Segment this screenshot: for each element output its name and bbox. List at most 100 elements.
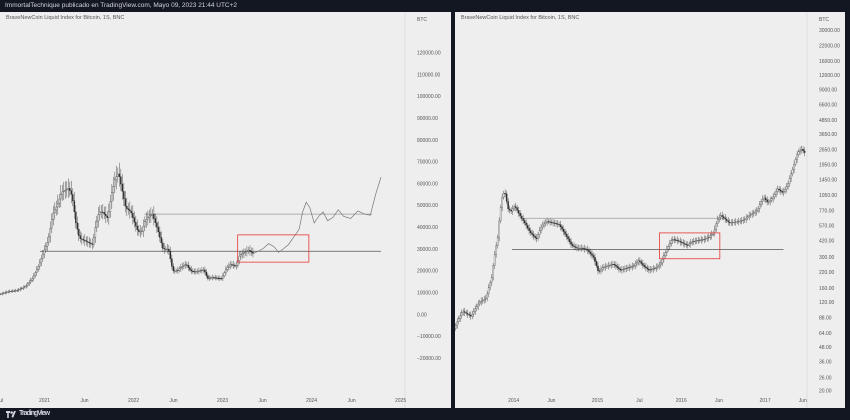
candle [63,190,65,193]
candle [752,212,755,214]
candle [778,188,780,191]
candle [688,243,691,246]
candle [715,223,717,230]
candle [217,277,220,279]
y-tick-label: 770.00 [819,208,835,214]
candle [192,270,194,272]
candle [758,204,761,209]
candle [534,235,536,238]
candle [724,217,726,220]
candle [55,206,58,211]
candle [198,270,200,272]
candle [734,221,737,223]
y-tick-label: 26.00 [819,375,832,381]
candle [202,269,205,271]
candle [788,178,791,184]
candle [550,222,553,223]
candle [459,315,461,319]
x-tick-label: 2014 [508,398,519,404]
candle [589,251,592,254]
candle [150,214,152,217]
candle [511,208,514,212]
candle [66,188,68,191]
x-tick-label: 2024 [306,398,317,404]
candle [748,215,750,217]
candle [193,271,196,273]
candle [210,277,212,279]
candle [559,224,562,228]
candle [72,194,74,201]
candle [697,240,700,242]
chart-panel-log[interactable]: BTC 30000.00 22000.00 16000.00 12000.00 9000.… [455,12,845,408]
candle [484,298,487,300]
candle [510,209,512,212]
candle [547,221,550,223]
candle [9,291,11,293]
y-tick-label: 22000.00 [819,43,840,49]
candle [51,219,53,229]
candle [205,271,208,276]
candle [655,267,658,269]
candle [204,269,206,273]
candle [702,239,704,241]
candle [544,221,547,224]
chart-canvas-log[interactable]: BTC 30000.00 22000.00 16000.00 12000.00 9000.… [455,12,845,408]
candle [246,250,248,253]
highlight-box [659,232,721,260]
candle [126,205,128,209]
x-tick-label: Jun [799,398,807,404]
candle [76,222,79,230]
projection-path [253,176,382,254]
candle [651,269,653,270]
candle [708,237,710,239]
candle [0,293,2,295]
candle [487,287,490,294]
candle [82,239,85,241]
candle [139,231,142,233]
candle [96,220,98,228]
candle [219,278,221,280]
candle [235,265,238,267]
candle [127,208,130,210]
candle [654,268,656,269]
candle [472,311,475,315]
candle [480,300,482,303]
candle [739,220,741,222]
chart-canvas-linear[interactable]: BTC 120000.00 110000.00 100000.00 90000.00 80… [0,12,451,408]
candle [576,247,578,249]
candle [105,214,107,217]
candle [519,213,521,217]
candle [516,207,518,211]
candle [794,159,797,165]
candle [462,311,464,313]
candle [455,324,457,329]
candle [501,197,503,208]
x-tick-label: 2022 [128,398,139,404]
candle [601,267,604,270]
candle [678,240,680,242]
candle [4,292,7,294]
candle [166,248,169,250]
candle [13,290,16,292]
candle [478,301,481,305]
candle [172,266,175,272]
candle [754,211,756,214]
candle [474,308,476,312]
y-tick-label: 48.00 [819,345,832,351]
candle [477,303,479,307]
candle [460,312,463,316]
candle [45,246,47,251]
candle [634,263,637,266]
candle [25,285,28,287]
candle [138,229,140,232]
y-tick-label: 12000.00 [819,73,840,79]
candle [669,243,671,247]
candle [195,271,197,273]
y-tick-label: 6600.00 [819,103,837,109]
y-tick-label: 120.00 [819,300,835,306]
candle [613,264,616,266]
candle [619,268,622,271]
chart-panel-linear[interactable]: BTC 120000.00 110000.00 100000.00 90000.00 80… [0,12,451,408]
candle [556,223,559,225]
candle [622,269,625,270]
